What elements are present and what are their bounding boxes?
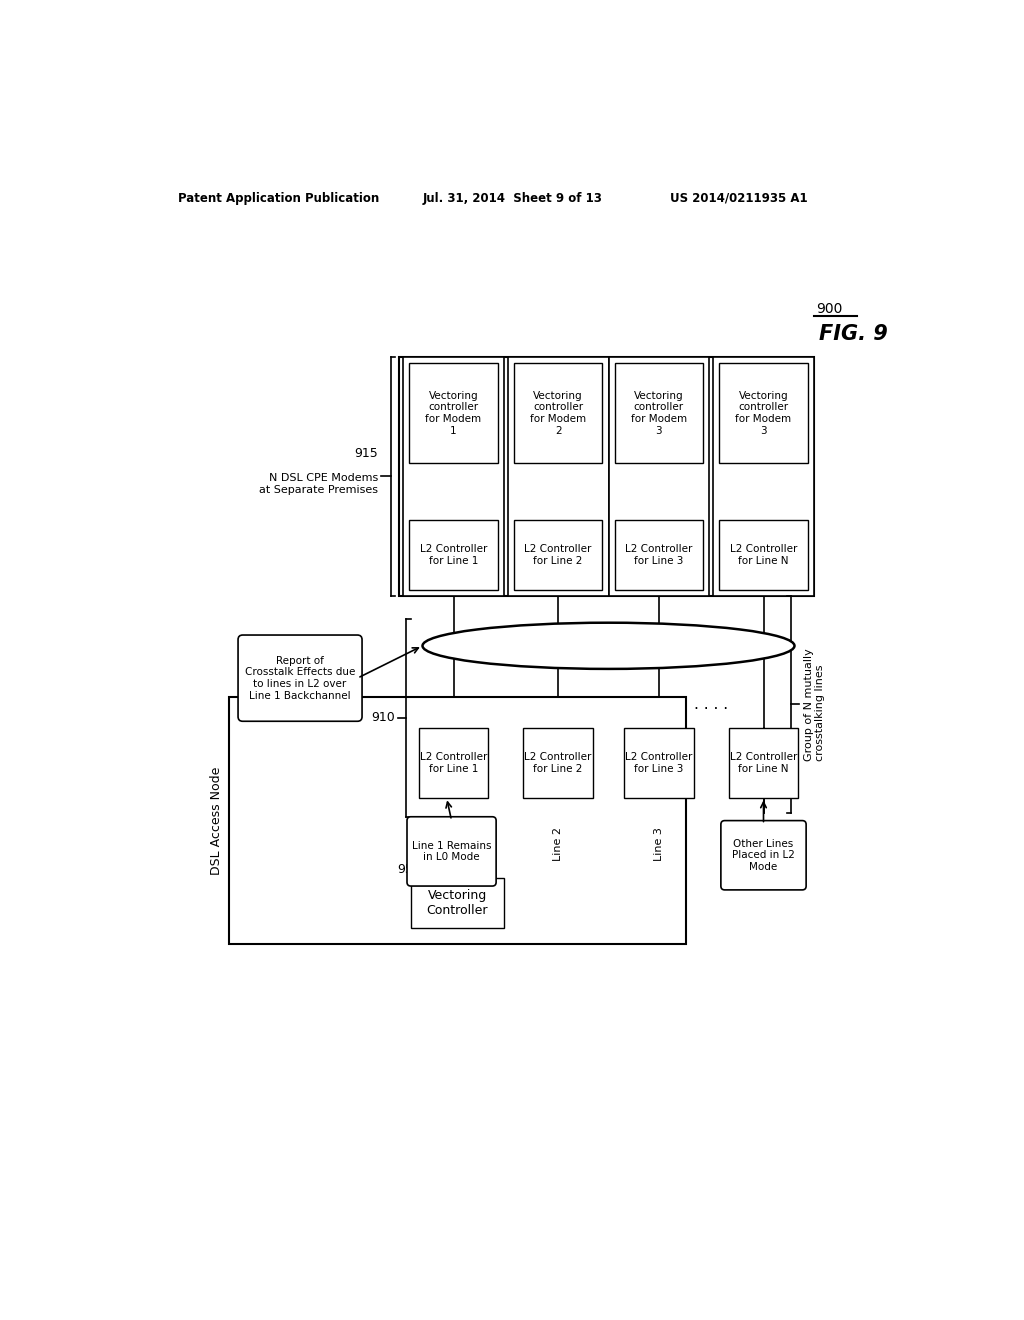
FancyBboxPatch shape	[238, 635, 362, 721]
FancyBboxPatch shape	[508, 358, 608, 595]
Text: DSL Access Node: DSL Access Node	[210, 767, 222, 875]
Text: Vectoring
Controller: Vectoring Controller	[427, 890, 488, 917]
Text: 940: 940	[238, 708, 262, 721]
Text: L2 Controller
for Line 2: L2 Controller for Line 2	[524, 544, 592, 566]
FancyBboxPatch shape	[419, 729, 488, 797]
Text: Vectoring
controller
for Modem
1: Vectoring controller for Modem 1	[425, 391, 481, 436]
Text: L2 Controller
for Line N: L2 Controller for Line N	[730, 544, 798, 566]
Text: 900: 900	[816, 301, 843, 315]
Ellipse shape	[423, 623, 795, 669]
FancyBboxPatch shape	[403, 358, 504, 595]
FancyBboxPatch shape	[721, 821, 806, 890]
FancyBboxPatch shape	[514, 363, 602, 463]
FancyBboxPatch shape	[228, 697, 686, 944]
Text: Other Lines
Placed in L2
Mode: Other Lines Placed in L2 Mode	[732, 838, 795, 871]
FancyBboxPatch shape	[399, 358, 814, 595]
FancyBboxPatch shape	[624, 729, 693, 797]
Text: US 2014/0211935 A1: US 2014/0211935 A1	[671, 191, 808, 205]
Text: FIG. 9: FIG. 9	[819, 323, 888, 345]
Text: L2 Controller
for Line 1: L2 Controller for Line 1	[420, 752, 487, 774]
Text: Line 1 Remains
in L0 Mode: Line 1 Remains in L0 Mode	[412, 841, 492, 862]
FancyBboxPatch shape	[523, 729, 593, 797]
Text: N DSL CPE Modems
at Separate Premises: N DSL CPE Modems at Separate Premises	[259, 474, 378, 495]
Text: L2 Controller
for Line 3: L2 Controller for Line 3	[626, 544, 692, 566]
FancyBboxPatch shape	[614, 363, 703, 463]
FancyBboxPatch shape	[410, 520, 498, 590]
FancyBboxPatch shape	[411, 878, 504, 928]
FancyBboxPatch shape	[514, 520, 602, 590]
Text: Vectoring
controller
for Modem
2: Vectoring controller for Modem 2	[530, 391, 586, 436]
Text: L2 Controller
for Line 1: L2 Controller for Line 1	[420, 544, 487, 566]
Text: L2 Controller
for Line 3: L2 Controller for Line 3	[626, 752, 692, 774]
FancyBboxPatch shape	[729, 729, 799, 797]
Text: Group of N mutually
crosstalking lines: Group of N mutually crosstalking lines	[804, 648, 825, 760]
FancyBboxPatch shape	[608, 358, 710, 595]
Text: . . . .: . . . .	[694, 697, 728, 711]
Text: L2 Controller
for Line N: L2 Controller for Line N	[730, 752, 798, 774]
FancyBboxPatch shape	[614, 520, 703, 590]
Text: Vectoring
controller
for Modem
3: Vectoring controller for Modem 3	[735, 391, 792, 436]
FancyBboxPatch shape	[410, 363, 498, 463]
FancyBboxPatch shape	[407, 817, 496, 886]
Text: L2 Controller
for Line 2: L2 Controller for Line 2	[524, 752, 592, 774]
FancyBboxPatch shape	[719, 520, 808, 590]
Text: 915: 915	[354, 446, 378, 459]
FancyBboxPatch shape	[719, 363, 808, 463]
Text: Jul. 31, 2014  Sheet 9 of 13: Jul. 31, 2014 Sheet 9 of 13	[423, 191, 602, 205]
Text: Line N: Line N	[759, 826, 768, 862]
Text: 950: 950	[397, 862, 421, 875]
Text: Report of
Crosstalk Effects due
to lines in L2 over
Line 1 Backchannel: Report of Crosstalk Effects due to lines…	[245, 656, 355, 701]
Text: 910: 910	[372, 711, 395, 725]
Text: Vectoring
controller
for Modem
3: Vectoring controller for Modem 3	[631, 391, 687, 436]
Text: Line 1: Line 1	[449, 826, 459, 861]
Text: Line 3: Line 3	[654, 826, 664, 861]
Text: Line 2: Line 2	[553, 826, 563, 861]
FancyBboxPatch shape	[713, 358, 814, 595]
Text: Patent Application Publication: Patent Application Publication	[178, 191, 380, 205]
